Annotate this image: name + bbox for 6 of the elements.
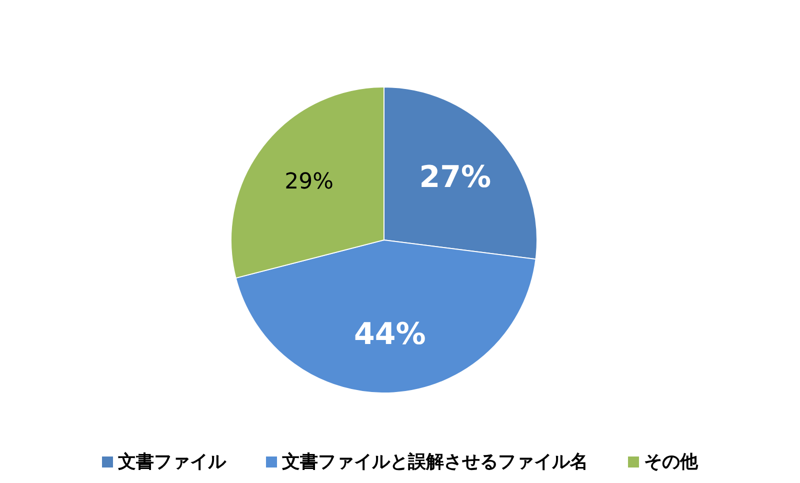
data-label: 44% <box>354 317 426 352</box>
data-label: 27% <box>419 160 492 195</box>
data-label: 29% <box>284 169 334 194</box>
legend-label: その他 <box>644 452 699 472</box>
legend-label: 文書ファイル <box>117 452 227 472</box>
legend-label: 文書ファイルと誤解させるファイル名 <box>281 452 588 472</box>
